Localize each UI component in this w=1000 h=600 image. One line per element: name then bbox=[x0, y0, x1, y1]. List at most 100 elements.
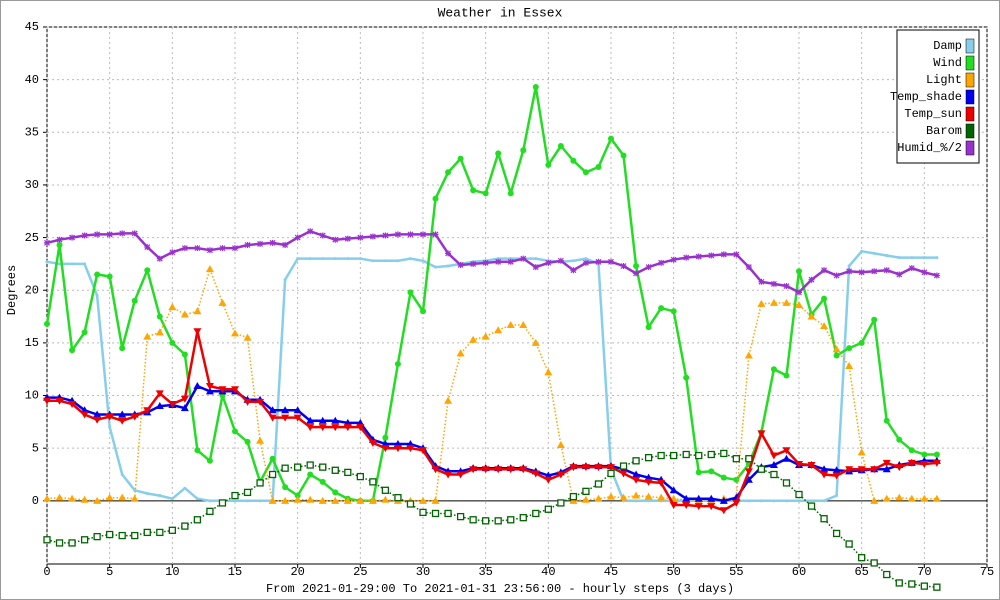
series bbox=[43, 449, 941, 591]
point bbox=[770, 470, 778, 479]
point bbox=[131, 230, 138, 237]
point bbox=[908, 265, 915, 272]
point bbox=[168, 526, 176, 534]
point bbox=[243, 488, 252, 497]
point bbox=[307, 228, 314, 235]
point bbox=[246, 499, 250, 503]
point bbox=[632, 470, 641, 478]
point bbox=[119, 345, 126, 352]
point bbox=[43, 536, 51, 544]
legend-label: Damp bbox=[933, 39, 962, 53]
point bbox=[932, 459, 941, 467]
point bbox=[595, 164, 602, 171]
legend-label: Temp_shade bbox=[890, 90, 962, 104]
point bbox=[658, 259, 665, 266]
legend-label: Temp_sun bbox=[904, 107, 962, 121]
point bbox=[581, 495, 590, 503]
point bbox=[557, 257, 564, 264]
point bbox=[469, 335, 478, 343]
point bbox=[720, 449, 728, 458]
point bbox=[744, 351, 753, 359]
point bbox=[244, 438, 251, 445]
point bbox=[369, 478, 377, 486]
point bbox=[921, 451, 928, 458]
point bbox=[821, 295, 828, 302]
point bbox=[419, 447, 427, 455]
point bbox=[268, 496, 277, 504]
point bbox=[369, 233, 376, 240]
point bbox=[318, 416, 327, 424]
point bbox=[570, 157, 577, 164]
point bbox=[445, 250, 452, 257]
point bbox=[531, 338, 540, 346]
point bbox=[306, 461, 314, 469]
point bbox=[481, 466, 490, 474]
y-tick-label: 35 bbox=[25, 125, 39, 139]
point bbox=[56, 241, 63, 248]
series-line bbox=[46, 268, 937, 502]
point bbox=[282, 241, 289, 248]
point bbox=[520, 255, 527, 262]
legend-swatch bbox=[965, 106, 975, 122]
point bbox=[232, 428, 238, 435]
x-tick-label: 25 bbox=[353, 565, 367, 579]
point bbox=[871, 316, 878, 323]
point bbox=[130, 413, 139, 421]
point bbox=[168, 400, 177, 408]
point bbox=[193, 382, 202, 390]
point bbox=[647, 499, 651, 503]
point bbox=[845, 466, 854, 474]
point bbox=[808, 276, 815, 283]
point bbox=[306, 416, 315, 424]
x-tick-label: 55 bbox=[729, 565, 743, 579]
point bbox=[318, 424, 327, 432]
point bbox=[470, 187, 477, 194]
point bbox=[470, 260, 477, 267]
point bbox=[407, 231, 414, 238]
series bbox=[43, 265, 941, 504]
point bbox=[657, 493, 666, 501]
point bbox=[155, 390, 164, 398]
point bbox=[256, 436, 265, 444]
point bbox=[371, 259, 375, 263]
point bbox=[281, 406, 290, 414]
point bbox=[343, 424, 352, 432]
point bbox=[331, 496, 340, 504]
point bbox=[155, 402, 164, 410]
point bbox=[669, 502, 678, 510]
point bbox=[772, 499, 776, 503]
point bbox=[108, 425, 112, 429]
x-axis-label: From 2021-01-29:00 To 2021-01-31 23:56:0… bbox=[266, 582, 734, 596]
point bbox=[131, 531, 139, 540]
point bbox=[495, 258, 502, 265]
point bbox=[595, 258, 602, 265]
point bbox=[807, 502, 816, 510]
point bbox=[932, 494, 941, 502]
point bbox=[231, 386, 239, 394]
grid: 0 5 10 15 20 25 30 35 40 45 0 5 10 15 20 25 30 35 40 45 50 55… bbox=[25, 20, 995, 579]
point bbox=[382, 232, 389, 239]
point bbox=[281, 414, 290, 422]
point bbox=[118, 417, 127, 425]
point bbox=[68, 400, 77, 408]
legend-label: Wind bbox=[933, 56, 962, 70]
point bbox=[782, 298, 791, 306]
point bbox=[318, 496, 327, 504]
point bbox=[556, 441, 565, 449]
point bbox=[769, 461, 778, 469]
point bbox=[381, 486, 390, 494]
point bbox=[569, 492, 578, 501]
point bbox=[732, 499, 741, 507]
point bbox=[933, 272, 940, 279]
point bbox=[193, 328, 202, 336]
point bbox=[634, 499, 638, 503]
point bbox=[155, 328, 164, 336]
point bbox=[55, 539, 64, 547]
point bbox=[94, 231, 101, 238]
point bbox=[306, 424, 315, 432]
point bbox=[331, 466, 339, 474]
point bbox=[482, 259, 489, 266]
point bbox=[69, 234, 76, 241]
point bbox=[883, 417, 890, 424]
point bbox=[206, 457, 213, 464]
